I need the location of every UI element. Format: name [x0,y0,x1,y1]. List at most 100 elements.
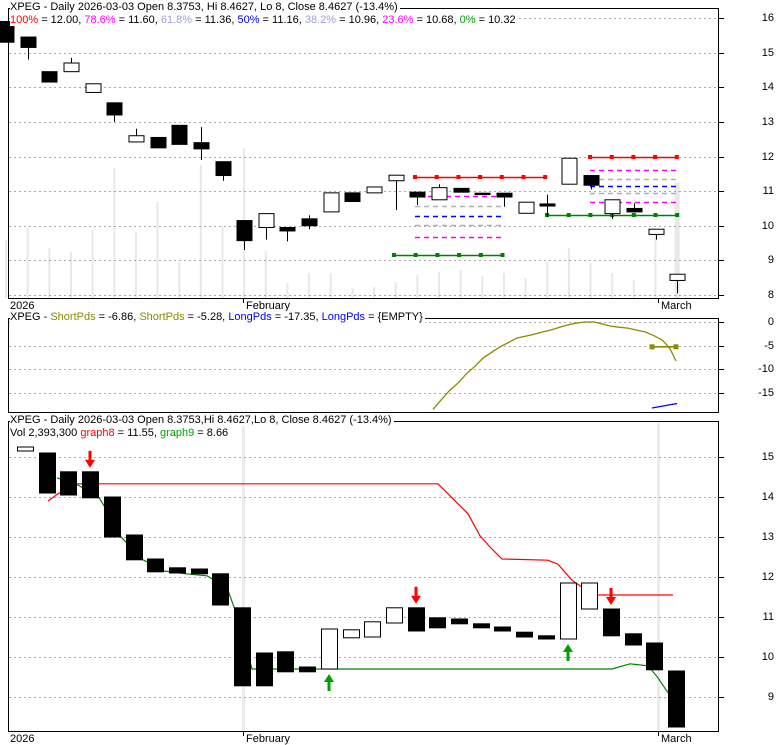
y-axis-label: 10 [761,219,774,232]
title-segment: 23.6% [382,14,414,26]
candlestick [473,623,490,629]
y-axis-label: 14 [761,490,774,503]
candlestick [496,192,513,198]
candlestick [386,607,403,624]
y-axis-label: 15 [761,450,774,463]
volume-bar [674,183,680,298]
title-segment: 78.6% [84,14,116,26]
x-axis-label: February [246,733,291,745]
y-axis-label: 12 [761,150,774,163]
y-axis-label: 11 [762,184,774,197]
volume-bar [286,283,289,298]
y-axis-label: 11 [762,610,774,623]
volume-bar [416,275,419,298]
fib-marker [392,253,396,257]
fib-marker [675,213,680,217]
candlestick [17,446,34,452]
y-axis-label: 8 [767,288,774,301]
volume-bar [134,232,137,298]
fib-marker [413,175,417,179]
sell-signal-arrow [609,588,613,597]
x-axis-label: March [661,300,692,312]
candlestick [279,226,296,232]
title-segment: = {EMPTY} [365,311,423,323]
candlestick [171,124,188,145]
candlestick [215,161,232,177]
volume-bar [351,288,354,298]
candlestick [431,187,448,201]
candlestick [453,187,470,193]
candlestick [364,621,381,638]
fib-marker [499,175,504,179]
buy-signal-arrow [324,674,334,682]
fib-marker [609,155,614,159]
candlestick [409,191,426,198]
title-segment: 0% [459,14,476,26]
title-segment: = 11.36, [192,14,238,26]
y-axis-label: 13 [761,115,774,128]
candlestick [560,582,577,640]
volume-bar [502,273,505,298]
candlestick [299,666,316,673]
x-axis-label: February [246,300,291,312]
volume-bar [589,263,592,298]
candlestick [538,635,555,640]
candlestick [648,228,665,235]
fib-marker [434,175,439,179]
fib-marker [674,155,679,159]
title-segment: = -5.28, [184,311,229,323]
sell-signal-arrow [411,595,421,604]
volume-bar [178,262,181,298]
volume-bar [546,262,549,298]
volume-bar [156,202,159,298]
candlestick [516,631,533,638]
candlestick [494,626,511,632]
sell-signal-arrow [85,459,95,468]
title-segment: Vol 2,393,300 [10,427,81,439]
sell-signal-arrow [414,586,418,596]
candlestick [85,83,102,93]
y-axis-label: 14 [761,80,774,93]
volume-bar [654,232,657,298]
fib-marker [478,175,483,179]
candlestick [408,607,425,632]
title-segment: = 8.66 [194,427,229,439]
candlestick [39,452,56,494]
title-segment: XPEG - Daily 2026-03-03 Open 8.3753,Hi 8… [10,414,392,426]
title-segment: LongPds [321,311,366,323]
candlestick [301,218,318,227]
lower-panel-border [8,421,719,732]
price-panel-title: XPEG - Daily 2026-03-03 Open 8.3753, Hi … [10,1,400,13]
candlestick [20,36,37,48]
fib-marker [588,155,592,159]
x-axis-label: 2026 [10,300,35,312]
candlestick [646,642,663,671]
y-axis-label: 13 [761,530,774,543]
y-axis-label: 9 [767,253,774,266]
y-axis-label: 0 [767,315,774,328]
sell-signal-arrow [88,450,92,460]
title-segment: ShortPds [50,311,96,323]
candlestick [41,71,58,83]
candlestick [388,174,405,182]
candlestick [126,534,143,561]
volume-bar [459,270,462,298]
candlestick [169,567,186,574]
candlestick [518,201,535,214]
volume-bar [308,273,311,298]
fib-legend: 100% = 12.00, 78.6% = 11.60, 61.8% = 11.… [10,14,518,26]
volume-bar [438,272,440,298]
y-axis-label: -5 [764,339,774,352]
candlestick [561,157,578,185]
fib-marker [588,213,593,217]
candlestick [583,175,600,186]
volume-bar [69,252,72,298]
candlestick [323,192,340,213]
candlestick [82,471,99,499]
title-segment: = 10.32 [475,14,516,26]
candlestick [604,199,621,215]
fib-marker [521,175,526,179]
title-segment: 50% [237,14,260,26]
